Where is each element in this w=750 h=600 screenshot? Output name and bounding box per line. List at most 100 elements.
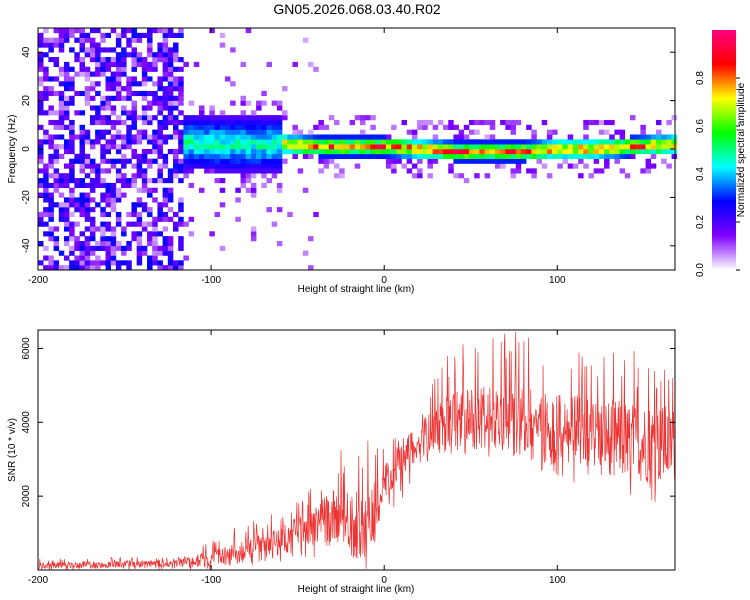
spectrogram-cell [115,168,122,174]
spectrogram-cell [406,168,413,174]
spectrogram-cell [640,129,646,135]
spectrogram-cell [422,144,428,150]
spectrogram-cell [209,115,215,121]
spectrogram-cell [391,158,397,164]
spectrogram-cell [328,134,335,140]
spectrogram-cell [245,139,252,145]
spectrogram-cell [183,149,189,155]
spectrogram-cell [453,173,459,179]
spectrogram-cell [193,134,200,140]
spectrogram-cell [58,250,65,256]
spectrogram-cell [432,153,439,159]
spectrogram-cell [115,265,122,271]
spectrogram-cell [69,100,75,106]
spectrogram-cell [526,168,532,174]
spectrogram-cell [131,231,137,237]
spectrogram-cell [48,90,54,97]
spectrogram-cell [84,90,91,97]
spectrogram-cell [297,149,304,155]
spectrogram-cell [484,158,491,164]
spectrogram-cell [89,95,96,101]
spectrogram-cell [136,236,143,242]
spectrogram-cell [79,202,86,208]
spectrogram-cell [245,115,252,121]
colorbar-tick-label: 0.8 [695,71,706,85]
colorbar: 0.00.20.40.60.8 Normalized spectral ampl… [695,30,747,277]
spectrogram-cell [84,226,91,232]
spectrogram-cell [162,105,169,111]
spectrogram-cell [510,144,517,150]
spectrogram-cell [48,207,54,213]
spectrogram-cell [193,144,200,150]
spectrogram-cell [63,28,70,34]
spectrogram-cell [609,119,615,126]
spectrogram-cell [349,153,356,159]
spectrogram-cell [69,28,75,34]
spectrogram-cell [173,168,179,174]
spectrogram-cell [422,119,428,126]
spectrogram-cell [89,187,96,193]
spectrogram-cell [141,202,148,208]
spectrogram-cell [479,119,485,126]
spectrogram-cell [162,100,169,106]
spectrogram-cell [287,144,293,150]
spectrogram-cell [583,119,589,126]
spectrogram-cell [115,221,122,227]
spectrogram-cell [505,124,511,130]
spectrogram-cells [38,28,678,271]
spectrogram-cell [48,202,54,208]
spectrogram-cell [515,139,522,145]
spectrogram-cell [105,192,111,198]
x-tick-label: -200 [28,275,48,286]
spectrogram-cell [614,149,620,155]
spectrogram-cell [157,129,163,135]
spectrogram-cell [110,81,117,87]
spectrogram-cell [147,134,153,140]
spectrogram-cell [204,139,210,145]
spectrogram-cell [58,42,65,48]
spectrogram-cell [650,153,657,159]
spectrogram-cell [178,221,184,227]
spectrogram-cell [448,139,454,145]
spectrogram-cell [224,134,231,140]
spectrogram-cell [422,124,428,130]
spectrogram-cell [505,158,511,164]
spectrogram-cell [261,90,267,97]
spectrogram-cell [245,158,252,164]
spectrogram-cell [167,134,174,140]
spectrogram-cell [131,110,137,116]
spectrogram-cell [79,61,86,68]
spectrogram-cell [655,139,662,145]
spectrogram-cell [510,153,517,159]
colorbar-label: Normalized spectral amplitude [736,82,747,217]
spectrogram-cell [370,124,376,130]
spectrogram-cell [84,211,91,218]
spectrogram-cell [74,240,80,247]
spectrogram-cell [541,163,548,169]
spectrogram-cell [167,149,174,155]
spectrogram-cell [354,153,361,159]
spectrogram-cell [131,28,137,34]
spectrogram-cell [339,139,345,145]
spectrogram-cell [334,134,340,140]
y-tick-label: 6000 [21,337,32,360]
spectrogram-cell [411,144,418,150]
spectrogram-cell [105,86,111,92]
spectrogram-cell [173,158,179,164]
spectrogram-cell [63,86,70,92]
spectrogram-cell [609,139,615,145]
spectrogram-cell [100,61,106,68]
spectrogram-cell [84,207,91,213]
spectrogram-cell [536,139,543,145]
spectrogram-cell [173,119,179,126]
spectrogram-cell [84,173,91,179]
spectrogram-cell [448,124,454,130]
spectrogram-cell [406,149,413,155]
spectrogram-cell [43,90,49,97]
colorbar-tick-label: 0.2 [695,215,706,229]
spectrogram-cell [515,119,522,126]
spectrogram-cell [89,216,96,222]
spectrogram-cell [38,37,44,43]
spectrogram-cell [385,134,392,140]
spectrogram-cell [84,192,91,198]
